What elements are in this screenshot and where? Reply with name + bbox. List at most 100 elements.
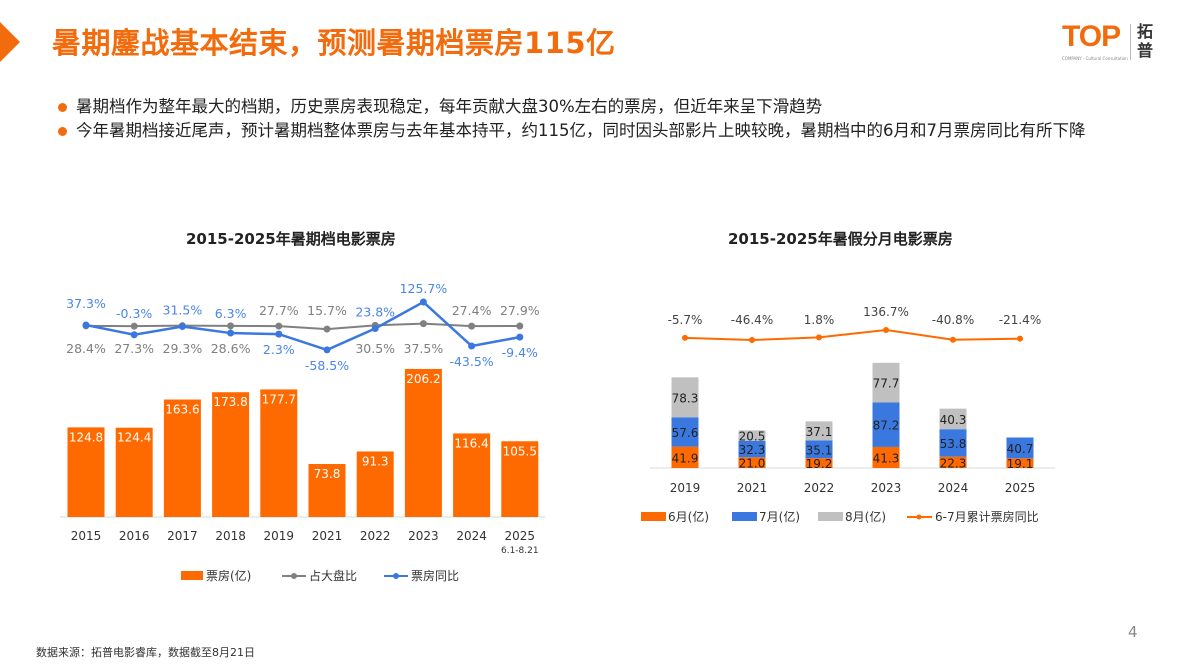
share-line (85, 322, 520, 331)
stacked-bar-segment (939, 429, 967, 457)
bullet-list: 暑期档作为整年最大的档期，历史票房表现稳定，每年贡献大盘30%左右的票房，但近年… (58, 95, 1138, 143)
bar-value-label: 206.2 (406, 372, 440, 386)
yoy-point (178, 323, 186, 331)
x-tick-label: 2024 (938, 481, 969, 495)
share-data-label: 15.7% (307, 303, 347, 318)
logo-cn: 拓普 (1137, 22, 1154, 60)
share-point (275, 322, 283, 330)
share-point (516, 322, 524, 330)
legend-label: 6-7月累计票房同比 (935, 509, 1039, 524)
yoy-point (227, 329, 235, 337)
stacked-bar-segment (872, 362, 900, 403)
legend-swatch (641, 512, 666, 521)
x-tick-label: 2015 (71, 529, 102, 543)
yoy-point (82, 321, 90, 329)
x-tick-label: 2022 (804, 481, 835, 495)
yoy-line (684, 328, 1021, 342)
legend-label: 6月(亿) (668, 509, 709, 524)
logo-divider (1130, 24, 1131, 60)
yoy-point (749, 337, 755, 344)
chart-left-title: 2015-2025年暑期档电影票房 (186, 230, 396, 248)
bar-value-label: 124.4 (117, 431, 151, 445)
bar (501, 441, 539, 517)
yoy-data-label: -58.5% (305, 358, 349, 373)
segment-value-label: 41.9 (672, 451, 699, 465)
share-data-label: 29.3% (163, 341, 203, 356)
yoy-data-label: 37.3% (66, 296, 106, 311)
bullet-item: 今年暑期档接近尾声，预计暑期档整体票房与去年基本持平，约115亿，同时因头部影片… (58, 119, 1138, 143)
x-tick-note: 6.1-8.21 (501, 546, 539, 556)
yoy-data-label: 31.5% (163, 303, 203, 318)
yoy-data-label: -46.4% (731, 313, 773, 327)
stacked-bar-segment (872, 446, 900, 468)
legend-swatch (818, 512, 843, 521)
logo-sub: COMPANY · Cultural Consultation (1062, 56, 1128, 61)
stacked-bar-segment (1006, 458, 1034, 468)
segment-value-label: 32.3 (739, 443, 766, 457)
legend-swatch (732, 512, 757, 521)
share-data-label: 27.7% (259, 303, 299, 318)
segment-value-label: 40.3 (940, 413, 967, 427)
x-tick-label: 2019 (670, 481, 701, 495)
segment-value-label: 57.6 (672, 426, 699, 440)
bar-value-label: 105.5 (503, 444, 537, 458)
share-point (227, 322, 235, 330)
stacked-bar-segment (671, 417, 699, 447)
legend-marker-share (291, 573, 297, 579)
segment-value-label: 77.7 (873, 377, 900, 391)
x-tick-label: 2025 (1005, 481, 1036, 495)
share-data-label: 30.5% (355, 341, 395, 356)
bar-value-label: 173.8 (213, 395, 247, 409)
bar (115, 427, 153, 517)
yoy-line (85, 300, 521, 352)
bar-value-label: 163.6 (165, 403, 199, 417)
bar (212, 392, 250, 517)
stacked-bar-segment (939, 408, 967, 430)
yoy-point (419, 298, 427, 306)
bullet-dot-icon (58, 103, 67, 112)
legend-label-share: 占大盘比 (309, 568, 357, 583)
share-point (419, 320, 427, 328)
segment-value-label: 19.2 (806, 457, 833, 471)
segment-value-label: 19.1 (1007, 457, 1034, 471)
yoy-data-label: -40.8% (932, 313, 974, 327)
bar (404, 368, 442, 517)
x-tick-label: 2023 (871, 481, 902, 495)
segment-value-label: 87.2 (873, 419, 900, 433)
stacked-bar-segment (671, 446, 699, 468)
segment-value-label: 21.0 (739, 457, 766, 471)
bullet-item: 暑期档作为整年最大的档期，历史票房表现稳定，每年贡献大盘30%左右的票房，但近年… (58, 95, 1138, 119)
chart-right-title: 2015-2025年暑假分月电影票房 (728, 230, 953, 248)
x-tick-label: 2022 (360, 529, 391, 543)
x-tick-label: 2018 (215, 529, 246, 543)
bar-value-label: 177.7 (262, 392, 296, 406)
share-data-label: 37.5% (404, 341, 444, 356)
company-logo: TOP 拓普 COMPANY · Cultural Consultation (1062, 20, 1180, 65)
legend-marker-yoy (393, 573, 399, 579)
yoy-data-label: -5.7% (668, 313, 703, 327)
stacked-bar-segment (1006, 437, 1034, 459)
share-data-label: 27.3% (114, 341, 154, 356)
share-data-label: 27.9% (500, 303, 540, 318)
bar (67, 427, 105, 517)
yoy-data-label: 125.7% (400, 281, 448, 296)
legend-label: 7月(亿) (759, 509, 800, 524)
bar (356, 451, 394, 517)
share-point (468, 322, 476, 330)
segment-value-label: 37.1 (806, 425, 833, 439)
x-tick-label: 2024 (456, 529, 487, 543)
share-data-label: 27.4% (452, 303, 492, 318)
share-point (323, 325, 331, 333)
share-point (130, 322, 138, 330)
stacked-bar-segment (738, 430, 766, 441)
bar-value-label: 116.4 (454, 436, 488, 450)
legend-label-boxoffice: 票房(亿) (206, 568, 251, 583)
segment-value-label: 53.8 (940, 437, 967, 451)
yoy-data-label: -9.4% (502, 345, 538, 360)
bar (308, 464, 346, 517)
segment-value-label: 22.3 (940, 456, 967, 470)
segment-value-label: 40.7 (1007, 442, 1034, 456)
legend-marker (916, 514, 922, 520)
segment-value-label: 78.3 (672, 391, 699, 405)
